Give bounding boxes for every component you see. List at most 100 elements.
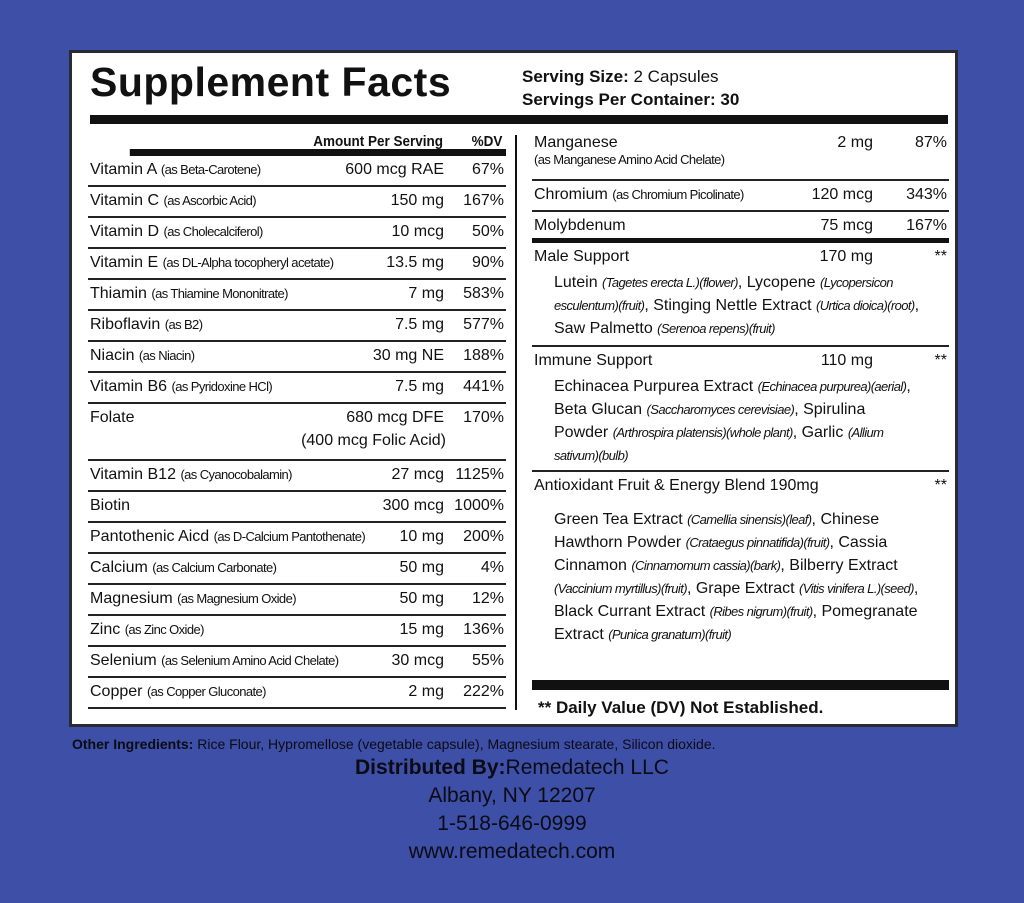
table-row: Selenium (as Selenium Amino Acid Chelate… <box>88 647 506 678</box>
amount: 50 mg <box>399 559 444 576</box>
amount: 27 mcg <box>391 466 444 483</box>
other-ingredients-text: Rice Flour, Hypromellose (vegetable caps… <box>197 736 716 752</box>
other-ingredients: Other Ingredients: Rice Flour, Hypromell… <box>72 736 716 752</box>
ingredient-source: (Serenoa repens)(fruit) <box>657 321 775 336</box>
daily-value: 12% <box>471 590 504 607</box>
daily-value: 50% <box>471 223 504 240</box>
nutrient-name: Copper (as Copper Gluconate) <box>90 683 266 701</box>
nutrient-source: (as Beta-Carotene) <box>160 162 261 177</box>
nutrient-source: (as D-Calcium Pantothenate) <box>213 529 366 544</box>
amount: 300 mcg <box>382 497 444 514</box>
nutrient-label: Niacin <box>90 347 135 364</box>
daily-value: 87% <box>914 134 947 151</box>
nutrient-name: Vitamin B12 (as Cyanocobalamin) <box>90 466 292 484</box>
nutrient-name: Selenium (as Selenium Amino Acid Chelate… <box>90 652 339 670</box>
divider-bar <box>532 680 949 690</box>
table-header: Amount Per Serving %DV <box>129 129 506 156</box>
nutrient-label: Folate <box>90 409 135 426</box>
amount: 7.5 mg <box>395 378 444 395</box>
daily-value: 167% <box>463 192 504 209</box>
nutrient-label: Vitamin C <box>90 192 160 209</box>
nutrient-label: Calcium <box>90 559 148 576</box>
nutrient-name: Riboflavin (as B2) <box>90 316 203 334</box>
nutrient-source: (as Zinc Oxide) <box>124 622 205 637</box>
ingredient-name: Chinese Hawthorn Powder <box>554 511 880 551</box>
nutrient-label: Vitamin A <box>90 161 157 178</box>
phone: 1-518-646-0999 <box>437 812 587 835</box>
nutrient-label: Zinc <box>90 621 121 638</box>
nutrient-label: Pantothenic Aicd <box>90 528 210 545</box>
table-row: Zinc (as Zinc Oxide) 15 mg 136% <box>88 616 506 647</box>
ingredient-name: Lycopene <box>746 274 816 291</box>
footnote: ** Daily Value (DV) Not Established. <box>538 698 824 717</box>
nutrient-name: Pantothenic Aicd (as D-Calcium Pantothen… <box>90 528 366 546</box>
daily-value: 1125% <box>455 466 504 483</box>
nutrient-label: Selenium <box>90 652 157 669</box>
nutrient-source: (as DL-Alpha tocopheryl acetate) <box>162 255 334 270</box>
nutrient-label: Vitamin B12 <box>90 466 176 483</box>
daily-value: 441% <box>463 378 504 395</box>
ingredient-source: (Vitis vinifera L.)(seed) <box>799 581 914 596</box>
nutrient-name: Thiamin (as Thiamine Mononitrate) <box>90 285 288 303</box>
nutrient-name: Chromium (as Chromium Picolinate) <box>534 186 744 204</box>
daily-value: ** <box>934 352 947 369</box>
table-row: Vitamin A (as Beta-Carotene) 600 mcg RAE 6… <box>88 156 506 187</box>
nutrient-label: Vitamin B6 <box>90 378 168 395</box>
amount: 110 mg <box>820 352 873 369</box>
ingredient-name: Echinacea Purpurea Extract <box>554 378 754 395</box>
amount: 150 mg <box>390 192 444 209</box>
blend-row: Immune Support 110 mg ** Echinacea Purpurea… <box>532 347 949 472</box>
nutrient-name: Molybdenum <box>534 217 626 235</box>
ingredient-source: (Cinnamomum cassia)(bark) <box>631 558 781 573</box>
daily-value: 188% <box>463 347 504 364</box>
table-row: Pantothenic Aicd (as D-Calcium Pantothen… <box>88 523 506 554</box>
address: Albany, NY 12207 <box>428 784 596 807</box>
ingredient-name: Spirulina Powder <box>554 401 866 441</box>
ingredient-name: Bilberry Extract <box>789 557 898 574</box>
nutrient-label: Molybdenum <box>534 217 626 234</box>
ingredient-source: (Lycopersicon esculentum)(fruit) <box>554 275 893 313</box>
nutrient-name: Vitamin B6 (as Pyridoxine HCl) <box>90 378 273 396</box>
ingredient-name: Stinging Nettle Extract <box>653 297 812 314</box>
serving-size: 2 Capsules <box>633 67 719 86</box>
ingredient-source: (Allium sativum)(bulb) <box>554 425 884 463</box>
supplement-facts-panel: Supplement Facts Serving Size: 2 Capsule… <box>69 50 958 727</box>
blend-name: Antioxidant Fruit & Energy Blend 190mg <box>534 477 819 494</box>
nutrient-name: Magnesium (as Magnesium Oxide) <box>90 590 297 608</box>
ingredient-source: (Crataegus pinnatifida)(fruit) <box>685 535 830 550</box>
nutrient-source: (as Chromium Picolinate) <box>612 187 744 202</box>
table-row: Calcium (as Calcium Carbonate) 50 mg 4% <box>88 554 506 585</box>
amount: 50 mg <box>399 590 444 607</box>
amount-header: Amount Per Serving <box>313 133 443 150</box>
distributor-info: Distributed By:Remedatech LLC Albany, NY… <box>0 756 1024 868</box>
nutrient-label: Vitamin D <box>90 223 160 240</box>
nutrient-source: (as Calcium Carbonate) <box>152 560 277 575</box>
amount: 13.5 mg <box>386 254 444 271</box>
nutrient-name: Biotin <box>90 497 130 515</box>
serving-size-label: Serving Size: <box>522 67 629 86</box>
nutrient-source: (as Manganese Amino Acid Chelate) <box>534 152 725 167</box>
ingredient-source: (Tagetes erecta L.)(flower) <box>602 275 738 290</box>
amount: 2 mg <box>408 683 444 700</box>
amount: 7.5 mg <box>395 316 444 333</box>
daily-value: 222% <box>463 683 504 700</box>
nutrient-name: Niacin (as Niacin) <box>90 347 195 365</box>
amount: 30 mg NE <box>372 347 444 364</box>
nutrient-label: Copper <box>90 683 143 700</box>
ingredient-name: Saw Palmetto <box>554 320 653 337</box>
table-row: Riboflavin (as B2) 7.5 mg 577% <box>88 311 506 342</box>
nutrient-label: Biotin <box>90 497 131 514</box>
ingredient-source: (Punica granatum)(fruit) <box>608 627 732 642</box>
table-row: Vitamin C (as Ascorbic Acid) 150 mg 167% <box>88 187 506 218</box>
table-row: Copper (as Copper Gluconate) 2 mg 222% <box>88 678 506 709</box>
serving-info: Serving Size: 2 Capsules Servings Per Co… <box>522 65 739 111</box>
ingredient-source: (Ribes nigrum)(fruit) <box>709 604 814 619</box>
ingredient-source: (Echinacea purpurea)(aerial) <box>757 379 907 394</box>
amount: 680 mcg DFE <box>346 409 444 426</box>
amount: 15 mg <box>399 621 444 638</box>
nutrient-name: Zinc (as Zinc Oxide) <box>90 621 204 639</box>
daily-value: 55% <box>471 652 504 669</box>
blend-name: Male Support <box>534 248 630 265</box>
amount: 30 mcg <box>391 652 444 669</box>
amount-note: (400 mcg Folic Acid) <box>301 432 446 449</box>
